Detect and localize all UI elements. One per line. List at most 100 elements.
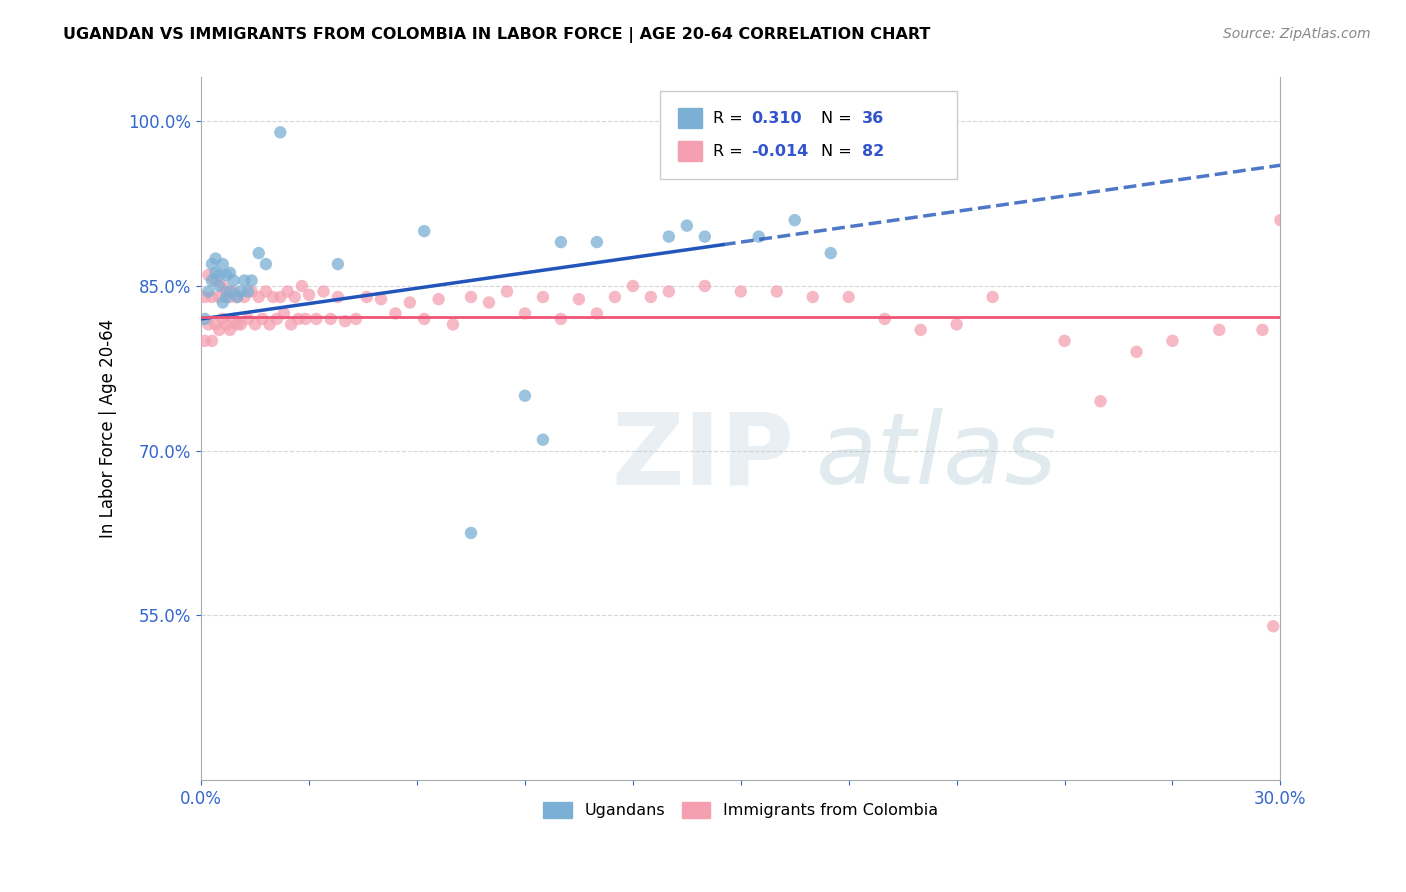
- Point: [240, 273, 263, 287]
- Point: [344, 312, 367, 326]
- Point: [229, 285, 252, 299]
- Point: [219, 266, 242, 280]
- Point: [1125, 344, 1147, 359]
- Point: [215, 285, 238, 299]
- Point: [247, 246, 270, 260]
- Point: [981, 290, 1004, 304]
- Point: [236, 312, 259, 326]
- Point: [219, 290, 242, 304]
- Point: [211, 295, 233, 310]
- Point: [333, 314, 356, 328]
- Point: [298, 287, 321, 301]
- Point: [269, 290, 291, 304]
- Point: [783, 213, 806, 227]
- Point: [215, 290, 238, 304]
- Point: [478, 295, 501, 310]
- Text: N =: N =: [821, 111, 856, 126]
- FancyBboxPatch shape: [659, 92, 956, 179]
- Point: [208, 268, 231, 282]
- Point: [222, 285, 245, 299]
- Point: [531, 290, 554, 304]
- Point: [226, 290, 249, 304]
- Point: [1270, 213, 1292, 227]
- Point: [233, 290, 256, 304]
- Point: [219, 323, 242, 337]
- Text: R =: R =: [713, 144, 748, 159]
- Point: [513, 306, 536, 320]
- Point: [247, 290, 270, 304]
- Point: [1053, 334, 1076, 348]
- Point: [838, 290, 860, 304]
- Point: [284, 290, 307, 304]
- Point: [441, 318, 464, 332]
- Point: [513, 389, 536, 403]
- Point: [384, 306, 406, 320]
- Point: [312, 285, 335, 299]
- Point: [319, 312, 342, 326]
- Point: [550, 312, 572, 326]
- Point: [252, 312, 274, 326]
- Point: [427, 292, 450, 306]
- Point: [211, 312, 233, 326]
- Point: [262, 290, 284, 304]
- Point: [291, 279, 314, 293]
- Point: [326, 257, 349, 271]
- Point: [194, 312, 217, 326]
- Point: [194, 334, 217, 348]
- Point: [356, 290, 378, 304]
- Point: [550, 235, 572, 249]
- Text: 0.310: 0.310: [752, 111, 803, 126]
- Point: [222, 273, 245, 287]
- Point: [603, 290, 626, 304]
- Text: 36: 36: [862, 111, 884, 126]
- Point: [640, 290, 662, 304]
- Point: [621, 279, 644, 293]
- Point: [204, 266, 226, 280]
- Point: [910, 323, 932, 337]
- Point: [215, 268, 238, 282]
- Text: atlas: atlas: [817, 409, 1057, 505]
- Point: [240, 285, 263, 299]
- Point: [1161, 334, 1184, 348]
- Point: [233, 273, 256, 287]
- Point: [208, 290, 231, 304]
- Point: [326, 290, 349, 304]
- Point: [294, 312, 316, 326]
- Point: [1208, 323, 1230, 337]
- Point: [197, 285, 219, 299]
- Point: [730, 285, 752, 299]
- Point: [693, 229, 716, 244]
- Point: [413, 224, 436, 238]
- Bar: [678, 108, 702, 128]
- Point: [1263, 619, 1285, 633]
- Point: [201, 334, 224, 348]
- Text: R =: R =: [713, 111, 748, 126]
- Point: [586, 235, 609, 249]
- Text: ZIP: ZIP: [612, 409, 794, 505]
- Legend: Ugandans, Immigrants from Colombia: Ugandans, Immigrants from Colombia: [537, 796, 945, 825]
- Point: [460, 526, 482, 541]
- Point: [496, 285, 519, 299]
- Text: N =: N =: [821, 144, 856, 159]
- Point: [204, 318, 226, 332]
- Point: [370, 292, 392, 306]
- Point: [211, 279, 233, 293]
- Point: [531, 433, 554, 447]
- Point: [693, 279, 716, 293]
- Point: [287, 312, 309, 326]
- Text: UGANDAN VS IMMIGRANTS FROM COLOMBIA IN LABOR FORCE | AGE 20-64 CORRELATION CHART: UGANDAN VS IMMIGRANTS FROM COLOMBIA IN L…: [63, 27, 931, 43]
- Point: [658, 285, 681, 299]
- Point: [676, 219, 699, 233]
- Text: Source: ZipAtlas.com: Source: ZipAtlas.com: [1223, 27, 1371, 41]
- Y-axis label: In Labor Force | Age 20-64: In Labor Force | Age 20-64: [100, 319, 117, 538]
- Point: [222, 312, 245, 326]
- Point: [568, 292, 591, 306]
- Point: [305, 312, 328, 326]
- Point: [226, 290, 249, 304]
- Point: [658, 229, 681, 244]
- Point: [208, 323, 231, 337]
- Point: [219, 285, 242, 299]
- Point: [801, 290, 824, 304]
- Point: [269, 125, 291, 139]
- Point: [201, 273, 224, 287]
